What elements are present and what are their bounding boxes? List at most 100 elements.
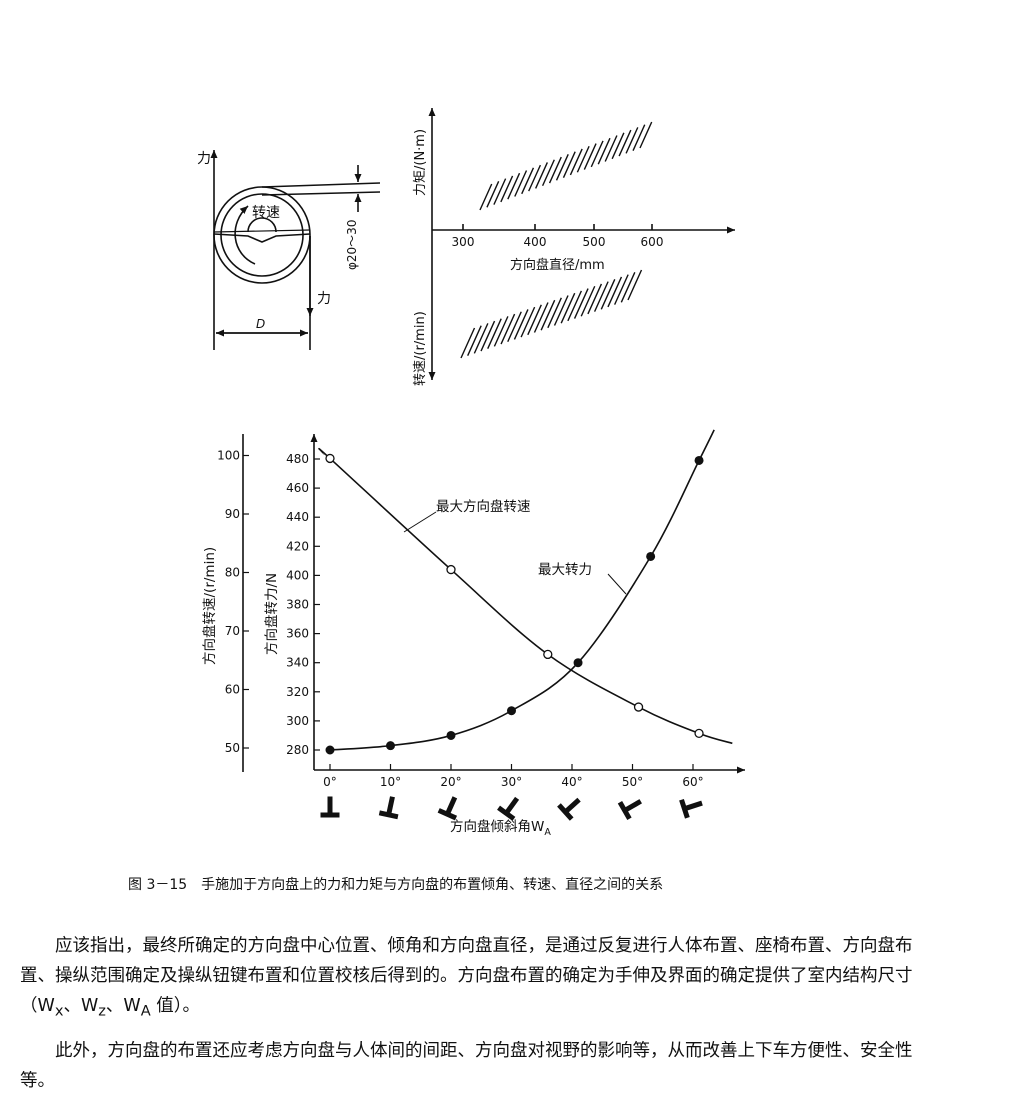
torque-hatch-band — [479, 121, 653, 211]
force-tick-label: 460 — [286, 481, 309, 495]
tilt-angle-icons — [320, 796, 703, 821]
hatch-line — [580, 285, 596, 317]
torque-axis-label: 力矩/(N·m) — [413, 129, 428, 196]
force-data-point — [386, 741, 395, 751]
hatch-line — [560, 292, 576, 324]
chart-curves — [318, 429, 733, 751]
hatch-line — [480, 320, 496, 352]
icon-column — [327, 796, 333, 816]
x-tick-label: 50° — [622, 775, 643, 789]
force-series-line — [329, 429, 715, 751]
grip-top-line — [261, 182, 381, 188]
force-data-point — [646, 551, 656, 561]
tilt-angle-icon — [437, 796, 458, 821]
tilt-angle-icon — [320, 796, 340, 818]
hatch-line — [555, 154, 569, 181]
icon-wheel — [557, 803, 574, 821]
figure-number: 图 3－15 — [128, 877, 188, 893]
hatch-line — [567, 290, 583, 322]
main-chart: 0° 10° 20° 30° 40° 50° 60° 480 460 440 420 400 380 36… — [201, 429, 745, 838]
right-y-axis-label: 方向盘转力/N — [263, 573, 280, 655]
force-tick-label: 420 — [286, 539, 309, 553]
chart-tick-labels: 0° 10° 20° 30° 40° 50° 60° 480 460 440 420 400 380 36… — [217, 449, 704, 790]
hatch-line — [493, 178, 507, 205]
force-tick-label: 300 — [286, 714, 309, 728]
x-tick-label: 0° — [323, 775, 337, 789]
wheel-hub — [247, 217, 277, 233]
hatch-line — [625, 127, 639, 154]
icon-wheel — [378, 810, 399, 820]
diameter-tick-label: 400 — [524, 235, 547, 249]
hatch-line — [587, 283, 603, 315]
hatch-line — [604, 135, 618, 162]
hatch-line — [573, 288, 589, 319]
tilt-angle-icon — [497, 796, 520, 821]
force-tick-label: 380 — [286, 598, 309, 612]
diameter-label: D — [256, 317, 265, 331]
hatch-line — [533, 302, 549, 333]
speed-data-point — [446, 564, 456, 575]
force-tick-label: 360 — [286, 627, 309, 641]
hatch-line — [500, 175, 514, 203]
force-tick-label: 340 — [286, 656, 309, 670]
icon-wheel — [679, 798, 690, 819]
hatch-line — [614, 274, 629, 305]
hatch-line — [632, 124, 646, 151]
hatch-line — [618, 129, 632, 157]
hatch-line — [527, 304, 542, 336]
speed-series-leader — [403, 511, 437, 533]
speed-hatch-band — [460, 269, 643, 359]
speed-label: 转速 — [252, 205, 280, 221]
hatch-line — [627, 269, 643, 301]
hatch-line — [620, 272, 636, 303]
speed-tick-label: 60 — [225, 683, 240, 697]
hatch-line — [528, 164, 542, 192]
tilt-angle-icon — [679, 798, 703, 819]
force-label-top: 力 — [197, 151, 211, 167]
force-tick-label: 320 — [286, 685, 309, 699]
hatch-line — [541, 159, 555, 187]
figure: 力 力 转速 φ20～30 D 力矩/(N·m) 转速/(r/min) 方向盘直… — [197, 108, 745, 838]
force-data-point — [507, 706, 516, 716]
hatch-line — [562, 151, 576, 178]
tilt-angle-icon — [617, 799, 642, 820]
chart-markers — [325, 453, 704, 755]
hatch-line — [514, 170, 528, 197]
x-tick-label: 60° — [682, 775, 703, 789]
hatch-line — [473, 323, 489, 354]
hatch-line — [553, 295, 569, 326]
x-tick-label: 10° — [380, 775, 401, 789]
hatch-line — [500, 313, 516, 345]
x-tick-label: 20° — [440, 775, 461, 789]
hatch-line — [467, 325, 482, 356]
speed-tick-label: 80 — [225, 566, 240, 580]
grip-label: φ20～30 — [345, 220, 359, 270]
hatch-line — [583, 143, 597, 170]
diameter-tick-label: 600 — [641, 235, 664, 249]
x-tick-label: 40° — [561, 775, 582, 789]
diameter-diagram — [428, 108, 735, 380]
figure-svg: 力 力 转速 φ20～30 D 力矩/(N·m) 转速/(r/min) 方向盘直… — [197, 108, 745, 838]
speed-tick-label: 100 — [217, 449, 240, 463]
hatch-line — [607, 276, 623, 308]
force-label-bottom: 力 — [317, 291, 331, 307]
force-tick-label: 400 — [286, 568, 309, 582]
left-y-axis-label: 方向盘转速/(r/min) — [201, 547, 218, 665]
body-paragraph-1: 应该指出，最终所确定的方向盘中心位置、倾角和方向盘直径，是通过反复进行人体布置、… — [20, 936, 913, 1020]
hatch-line — [493, 316, 509, 347]
hatch-line — [487, 318, 502, 350]
speed-tick-label: 50 — [225, 741, 240, 755]
hatch-line — [576, 145, 590, 173]
steering-wheel-diagram — [210, 150, 381, 350]
force-data-point — [325, 745, 335, 755]
force-tick-label: 480 — [286, 452, 309, 466]
hatch-line — [507, 172, 521, 200]
hatch-line — [479, 183, 493, 211]
x-tick-label: 30° — [501, 775, 522, 789]
wheel-spoke-upper — [213, 229, 311, 233]
speed-data-point — [543, 649, 553, 660]
hatch-line — [521, 167, 535, 195]
hatch-line — [540, 299, 556, 331]
force-tick-label: 440 — [286, 510, 309, 524]
hatch-line — [590, 140, 604, 168]
